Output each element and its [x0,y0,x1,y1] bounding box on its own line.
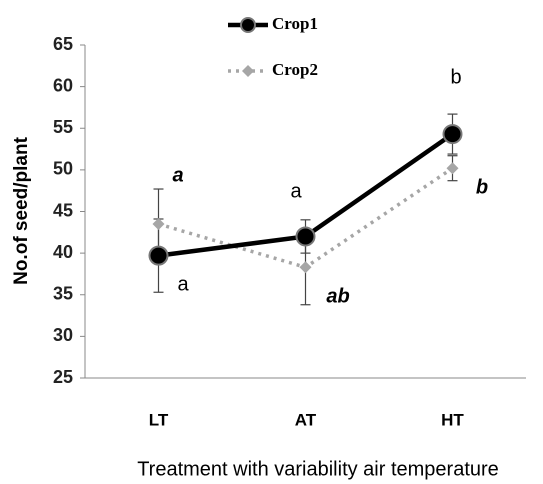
legend-marker [242,65,254,77]
y-tick-label: 40 [53,242,73,262]
x-axis-title: Treatment with variability air temperatu… [137,458,499,480]
y-tick-label: 25 [53,367,73,387]
annotation: a [290,180,302,202]
annotation: a [172,164,183,186]
annotation: a [177,273,189,295]
annotation: b [450,66,461,88]
y-tick-label: 30 [53,325,73,345]
legend-marker [240,17,256,33]
x-tick-label: LT [149,410,169,429]
y-axis-title: No.of seed/plant [11,136,32,284]
marker [295,226,316,247]
marker [446,162,459,175]
y-tick-label: 55 [53,117,73,137]
y-tick-label: 60 [53,75,73,95]
x-tick-label: HT [441,410,464,429]
y-tick-label: 65 [53,34,73,54]
annotation: ab [326,285,349,307]
y-tick-label: 35 [53,284,73,304]
marker [442,124,463,145]
y-tick-label: 50 [53,159,73,179]
legend-label: Crop1 [272,14,318,33]
x-tick-label: AT [295,410,317,429]
marker [152,217,165,230]
marker [148,245,169,266]
marker [299,261,312,274]
annotation: b [476,176,488,198]
y-tick-label: 45 [53,200,73,220]
legend-label: Crop2 [272,60,318,79]
